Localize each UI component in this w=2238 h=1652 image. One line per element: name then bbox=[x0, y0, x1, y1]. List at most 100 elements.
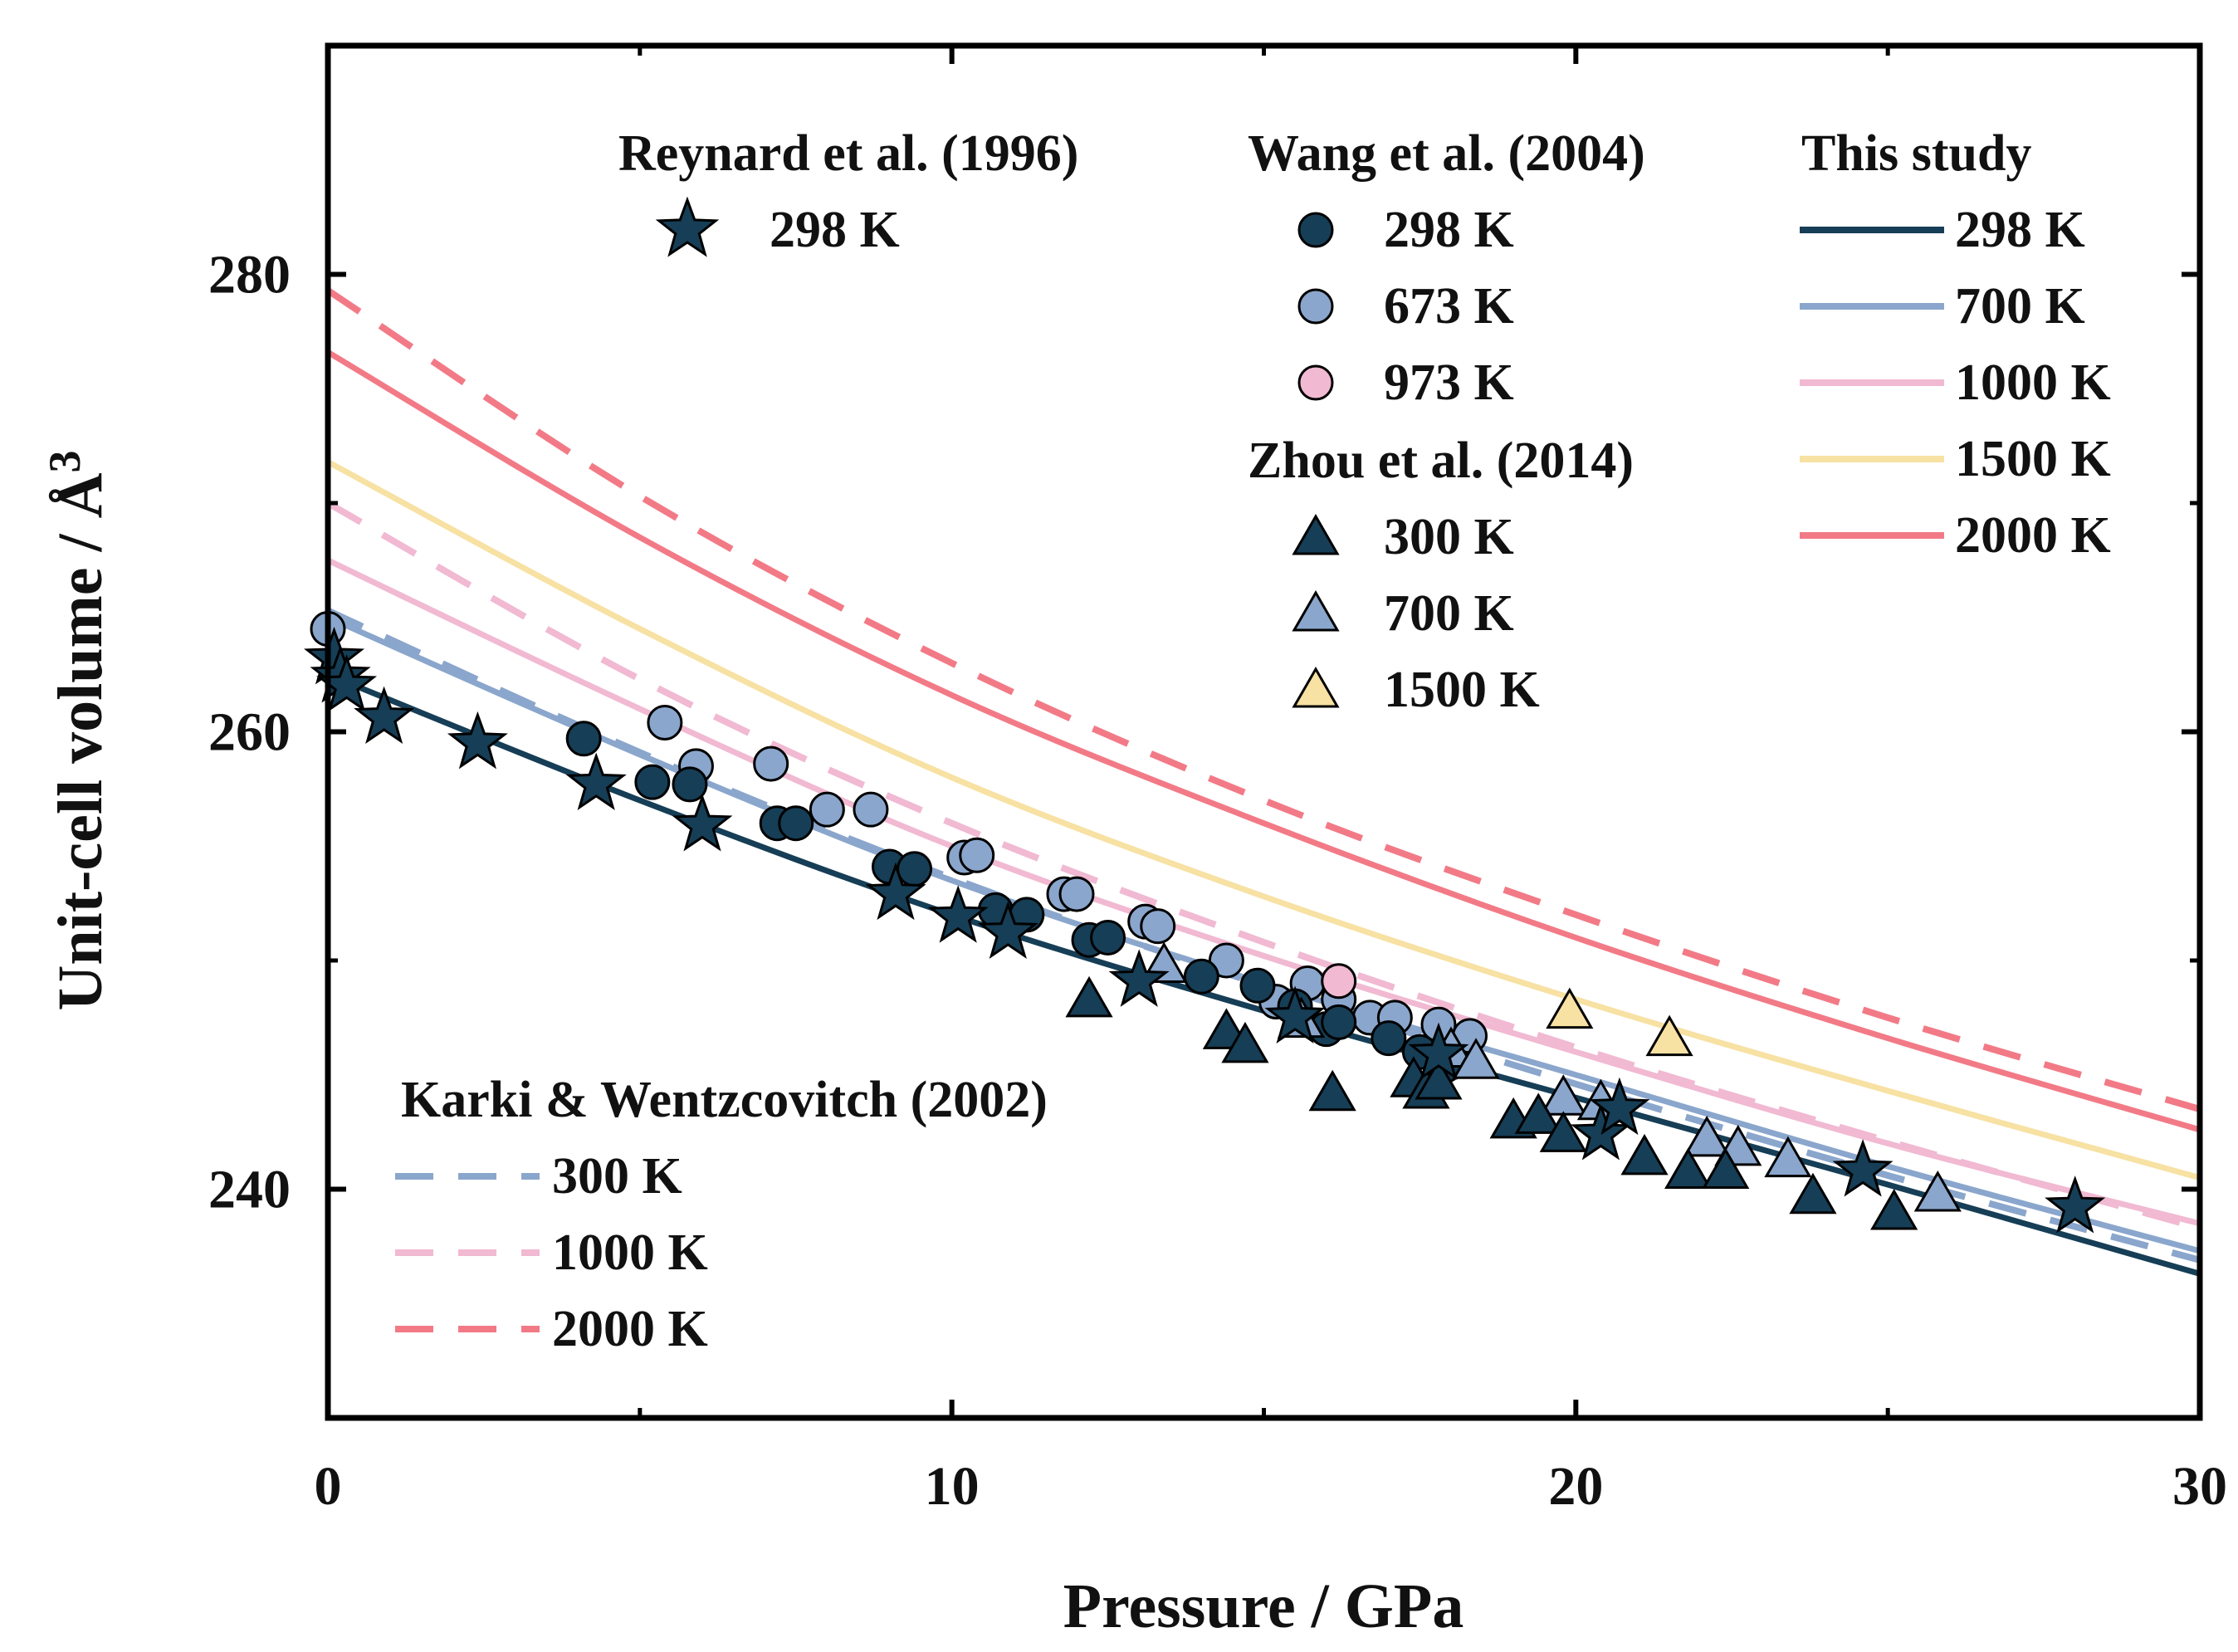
point-wang-et-al-2004-298-k bbox=[1321, 1004, 1357, 1040]
point-wang-et-al-2004-298-k bbox=[1371, 1020, 1407, 1057]
point-zhou-et-al-2014-300-k bbox=[1664, 1147, 1713, 1189]
line-this-study-1000-k bbox=[328, 557, 2200, 1227]
point-wang-et-al-2004-298-k bbox=[1090, 919, 1126, 956]
legend-label: 2000 K bbox=[552, 1301, 708, 1357]
point-zhou-et-al-2014-700-k bbox=[1913, 1171, 1962, 1212]
legend-triangle-marker bbox=[1292, 514, 1340, 555]
point-reynard-et-al-1996-298-k bbox=[1108, 949, 1170, 1007]
legend-label: 700 K bbox=[1955, 278, 2085, 335]
point-wang-et-al-2004-298-k bbox=[634, 764, 671, 800]
point-wang-et-al-2004-673-k bbox=[753, 745, 789, 782]
point-reynard-et-al-1996-298-k bbox=[865, 862, 926, 921]
point-wang-et-al-2004-673-k bbox=[809, 791, 845, 828]
point-zhou-et-al-2014-300-k bbox=[1620, 1133, 1669, 1175]
point-reynard-et-al-1996-298-k bbox=[354, 686, 415, 745]
y-axis-title-main: Unit-cell volume / Å bbox=[46, 472, 115, 1010]
point-reynard-et-al-1996-298-k bbox=[2045, 1175, 2106, 1234]
legend-label: 1500 K bbox=[1384, 662, 1540, 718]
point-reynard-et-al-1996-298-k bbox=[1832, 1139, 1894, 1197]
legend-label: 298 K bbox=[770, 202, 900, 258]
legend-title-karki: Karki & Wentzcovitch (2002) bbox=[401, 1072, 1048, 1128]
legend-circle-marker bbox=[1297, 212, 1334, 248]
point-zhou-et-al-2014-300-k bbox=[1415, 1058, 1463, 1100]
legend-label: 298 K bbox=[1955, 202, 2085, 258]
legend-triangle-marker bbox=[1292, 667, 1340, 708]
legend-label: 1500 K bbox=[1955, 431, 2111, 487]
point-reynard-et-al-1996-298-k bbox=[927, 885, 989, 943]
point-zhou-et-al-2014-700-k bbox=[1683, 1115, 1731, 1157]
point-zhou-et-al-2014-300-k bbox=[1308, 1069, 1356, 1112]
point-wang-et-al-2004-298-k bbox=[565, 721, 602, 757]
series-lines bbox=[328, 287, 2200, 1277]
point-zhou-et-al-2014-300-k bbox=[1221, 1021, 1269, 1063]
legend-reynard: Reynard et al. (1996) 298 K bbox=[618, 125, 1078, 258]
legend-circle-marker bbox=[1297, 288, 1334, 325]
legend-this-study: This study 298 K 700 K 1000 K 1500 K 2000 K bbox=[1800, 125, 2111, 564]
point-wang-et-al-2004-673-k bbox=[959, 837, 995, 873]
point-reynard-et-al-1996-298-k bbox=[1408, 1022, 1469, 1081]
legend-triangle-marker bbox=[1292, 590, 1340, 632]
point-zhou-et-al-2014-300-k bbox=[1870, 1189, 1918, 1230]
point-reynard-et-al-1996-298-k bbox=[672, 794, 733, 852]
point-reynard-et-al-1996-298-k bbox=[1264, 985, 1326, 1043]
legend-title-wang: Wang et al. (2004) bbox=[1248, 125, 1645, 182]
point-reynard-et-al-1996-298-k bbox=[565, 752, 627, 810]
point-wang-et-al-2004-298-k bbox=[672, 766, 708, 803]
point-zhou-et-al-2014-1500-k bbox=[1645, 1014, 1693, 1057]
point-wang-et-al-2004-298-k bbox=[1239, 967, 1276, 1004]
x-tick-label: 0 bbox=[315, 1456, 342, 1517]
point-zhou-et-al-2014-1500-k bbox=[1546, 987, 1594, 1029]
x-tick-label: 20 bbox=[1548, 1456, 1603, 1517]
x-tick-label: 30 bbox=[2172, 1456, 2227, 1517]
point-wang-et-al-2004-298-k bbox=[897, 851, 933, 887]
legend-circle-marker bbox=[1297, 364, 1334, 401]
point-zhou-et-al-2014-300-k bbox=[1702, 1147, 1750, 1189]
point-zhou-et-al-2014-300-k bbox=[1514, 1092, 1562, 1134]
legend-title-this-study: This study bbox=[1801, 125, 2031, 182]
y-tick-label: 260 bbox=[208, 702, 291, 763]
legend-wang: Wang et al. (2004) 298 K 673 K 973 K bbox=[1248, 125, 1645, 411]
x-axis-title: Pressure / GPa bbox=[1063, 1571, 1464, 1641]
point-reynard-et-al-1996-298-k bbox=[447, 711, 508, 770]
point-zhou-et-al-2014-300-k bbox=[1539, 1111, 1587, 1152]
point-wang-et-al-2004-673-k bbox=[1208, 942, 1244, 979]
point-wang-et-al-2004-973-k bbox=[1321, 963, 1357, 1000]
point-wang-et-al-2004-673-k bbox=[647, 704, 683, 740]
line-this-study-2000-k bbox=[328, 349, 2200, 1133]
point-wang-et-al-2004-298-k bbox=[1183, 958, 1219, 995]
y-axis-title-superscript: 3 bbox=[40, 450, 90, 472]
x-tick-label: 10 bbox=[925, 1456, 980, 1517]
legend-star-marker bbox=[655, 196, 720, 257]
point-reynard-et-al-1996-298-k bbox=[977, 901, 1038, 959]
legend-label: 298 K bbox=[1384, 202, 1514, 258]
point-reynard-et-al-1996-298-k bbox=[1570, 1102, 1631, 1161]
line-karki-1000-k bbox=[328, 500, 2200, 1232]
point-zhou-et-al-2014-700-k bbox=[1452, 1038, 1500, 1079]
legend-label: 1000 K bbox=[552, 1224, 708, 1281]
plot-frame bbox=[325, 42, 2203, 1421]
y-tick-label: 280 bbox=[208, 245, 291, 305]
point-wang-et-al-2004-673-k bbox=[1140, 908, 1176, 945]
point-reynard-et-al-1996-298-k bbox=[1589, 1077, 1650, 1136]
point-wang-et-al-2004-673-k bbox=[1058, 876, 1095, 912]
legend-label: 973 K bbox=[1384, 354, 1514, 411]
point-zhou-et-al-2014-300-k bbox=[1065, 975, 1113, 1018]
legend-label: 300 K bbox=[1384, 509, 1514, 565]
legend-label: 700 K bbox=[1384, 585, 1514, 642]
point-zhou-et-al-2014-700-k bbox=[1764, 1136, 1812, 1178]
legend-title-zhou: Zhou et al. (2014) bbox=[1248, 433, 1634, 489]
line-karki-2000-k bbox=[328, 287, 2200, 1112]
series-markers bbox=[304, 611, 2106, 1234]
point-zhou-et-al-2014-300-k bbox=[1789, 1172, 1837, 1215]
legend-title-reynard: Reynard et al. (1996) bbox=[618, 125, 1078, 182]
y-axis-title: Unit-cell volume / Å3 bbox=[40, 450, 115, 1010]
legend-label: 673 K bbox=[1384, 278, 1514, 335]
legend-karki: Karki & Wentzcovitch (2002) 300 K 1000 K 2… bbox=[395, 1072, 1048, 1357]
point-wang-et-al-2004-673-k bbox=[853, 791, 889, 828]
y-tick-label: 240 bbox=[208, 1160, 291, 1220]
point-wang-et-al-2004-298-k bbox=[778, 805, 814, 842]
axis-ticks: 0 10 20 30 240 260 280 bbox=[208, 46, 2227, 1517]
line-this-study-1500-k bbox=[328, 459, 2200, 1181]
legend-label: 1000 K bbox=[1955, 354, 2111, 411]
